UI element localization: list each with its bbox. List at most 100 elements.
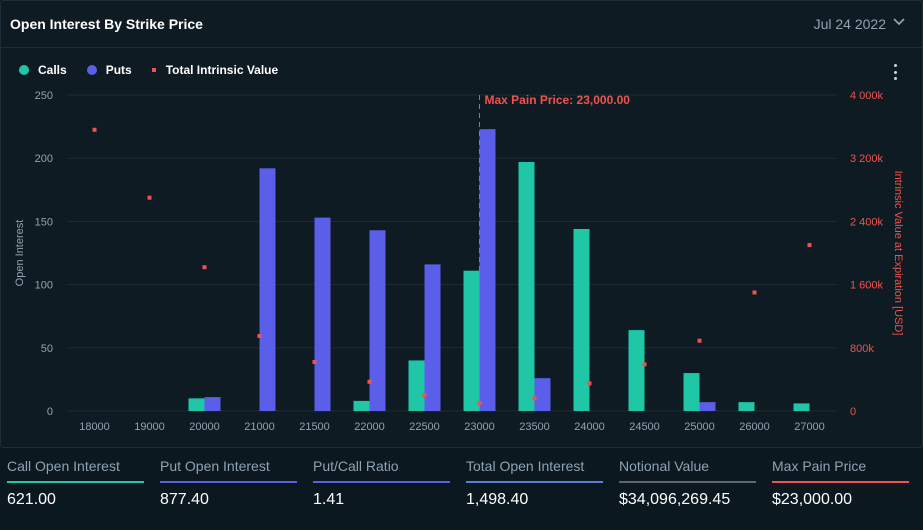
stat-value: $23,000.00 — [772, 491, 853, 508]
stat-call-open-interest: Call Open Interest 621.00 — [0, 450, 153, 530]
puts-color-icon — [86, 65, 97, 75]
x-tick-label: 21000 — [244, 421, 275, 433]
x-tick-label: 23000 — [464, 421, 495, 433]
legend-intrinsic[interactable]: Total Intrinsic Value — [151, 63, 279, 77]
y2-tick-label: 800k — [850, 343, 874, 355]
chevron-down-icon[interactable] — [892, 15, 906, 29]
calls-bar — [463, 270, 480, 411]
puts-bar — [534, 378, 551, 411]
x-tick-label: 21500 — [299, 421, 330, 433]
date-selector[interactable]: Jul 24 2022 — [813, 16, 886, 32]
puts-bar — [369, 230, 386, 411]
calls-bar — [628, 330, 645, 411]
calls-bar — [518, 161, 535, 411]
calls-bar — [683, 373, 700, 411]
chart: 0 50 100 150 200 250 0 800k 1 600k 2 400k 3 200k 4 … — [14, 90, 904, 433]
puts-bar — [424, 264, 441, 411]
x-tick-label: 19000 — [134, 421, 165, 433]
stat-label: Put/Call Ratio — [313, 458, 399, 474]
puts-bar — [259, 168, 276, 411]
stat-underline — [313, 481, 450, 483]
stat-label: Put Open Interest — [160, 458, 270, 474]
y-tick-label: 50 — [41, 343, 53, 355]
x-tick-label: 18000 — [79, 421, 110, 433]
intrinsic-color-icon — [151, 68, 156, 72]
chart-title: Open Interest By Strike Price — [10, 16, 203, 32]
chart-panel: Open Interest By Strike Price Jul 24 202… — [0, 0, 923, 448]
x-tick-label: 27000 — [794, 421, 825, 433]
y-tick-label: 100 — [35, 280, 53, 292]
stat-put-call-ratio: Put/Call Ratio 1.41 — [306, 450, 459, 530]
y2-tick-label: 4 000k — [850, 90, 884, 102]
calls-bar — [353, 400, 370, 411]
y-tick-label: 0 — [47, 406, 53, 418]
y2-tick-label: 3 200k — [850, 153, 884, 165]
x-tick-label: 22500 — [409, 421, 440, 433]
intrinsic-point — [422, 393, 427, 398]
legend-calls-label: Calls — [38, 63, 67, 77]
intrinsic-point — [147, 195, 152, 200]
stat-label: Notional Value — [619, 458, 710, 474]
y2-axis-title: Intrinsic Value at Expiration [USD] — [892, 171, 904, 336]
intrinsic-point — [587, 381, 592, 386]
stat-underline — [619, 481, 756, 483]
intrinsic-point — [367, 379, 372, 384]
calls-bar — [573, 228, 590, 411]
stat-label: Call Open Interest — [7, 458, 120, 474]
stat-value: 1.41 — [313, 491, 345, 508]
intrinsic-point — [697, 338, 702, 343]
y-tick-label: 150 — [35, 216, 53, 228]
stat-max-pain-price: Max Pain Price $23,000.00 — [765, 450, 923, 530]
x-tick-label: 24000 — [574, 421, 605, 433]
legend-calls[interactable]: Calls — [19, 63, 67, 77]
stat-value: 1,498.40 — [466, 491, 529, 508]
stats-row: Call Open Interest 621.00 Put Open Inter… — [0, 450, 923, 530]
y-axis-title: Open Interest — [14, 220, 26, 287]
chart-legend: Calls Puts Total Intrinsic Value — [19, 63, 298, 77]
x-tick-label: 20000 — [189, 421, 220, 433]
intrinsic-point — [92, 127, 97, 132]
x-tick-label: 26000 — [739, 421, 770, 433]
stat-notional-value: Notional Value $34,096,269.45 — [612, 450, 765, 530]
puts-bar — [699, 402, 716, 411]
legend-puts[interactable]: Puts — [86, 63, 132, 77]
stat-put-open-interest: Put Open Interest 877.40 — [153, 450, 306, 530]
x-tick-label: 23500 — [519, 421, 550, 433]
panel-header: Open Interest By Strike Price Jul 24 202… — [1, 1, 922, 48]
puts-bar — [314, 217, 331, 411]
stat-total-open-interest: Total Open Interest 1,498.40 — [459, 450, 612, 530]
stat-label: Total Open Interest — [466, 458, 585, 474]
calls-color-icon — [19, 65, 29, 75]
stat-underline — [7, 481, 144, 483]
intrinsic-point — [312, 360, 317, 365]
y-tick-label: 250 — [35, 90, 53, 102]
more-options-icon[interactable] — [893, 64, 897, 80]
y2-tick-label: 1 600k — [850, 280, 884, 292]
stat-value: 621.00 — [7, 491, 56, 508]
intrinsic-point — [807, 243, 812, 248]
stat-underline — [466, 481, 603, 483]
y-tick-label: 200 — [35, 153, 53, 165]
stat-value: $34,096,269.45 — [619, 491, 731, 508]
calls-bar — [188, 398, 205, 411]
max-pain-label: Max Pain Price: 23,000.00 — [485, 93, 631, 107]
intrinsic-point — [202, 265, 207, 270]
calls-bar — [408, 360, 425, 411]
legend-puts-label: Puts — [105, 63, 132, 77]
puts-bar — [204, 397, 221, 411]
stat-label: Max Pain Price — [772, 458, 867, 474]
legend-intrinsic-label: Total Intrinsic Value — [165, 63, 279, 77]
y2-tick-label: 0 — [850, 406, 856, 418]
stat-underline — [772, 481, 909, 483]
y2-tick-label: 2 400k — [850, 216, 884, 228]
intrinsic-point — [752, 290, 757, 295]
x-tick-label: 22000 — [354, 421, 385, 433]
puts-bar — [479, 129, 496, 412]
calls-bar — [738, 402, 755, 411]
intrinsic-point — [642, 362, 647, 367]
stat-underline — [160, 481, 297, 483]
x-tick-label: 25000 — [684, 421, 715, 433]
intrinsic-point — [532, 396, 537, 401]
x-tick-label: 24500 — [629, 421, 660, 433]
calls-bar — [793, 403, 810, 411]
